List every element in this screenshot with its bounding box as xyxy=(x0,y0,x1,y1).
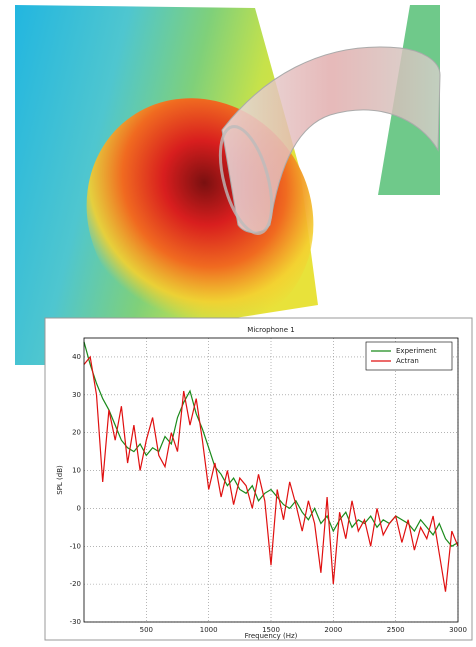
y-tick-label: 20 xyxy=(72,429,81,437)
legend-label: Experiment xyxy=(396,347,437,355)
x-tick-label: 3000 xyxy=(449,626,467,634)
legend-label: Actran xyxy=(396,357,419,365)
y-tick-label: -20 xyxy=(70,580,81,588)
x-tick-label: 1500 xyxy=(262,626,280,634)
y-tick-label: 40 xyxy=(72,353,81,361)
y-tick-label: 0 xyxy=(77,504,81,512)
simulation-render xyxy=(15,5,441,365)
y-tick-label: -30 xyxy=(70,618,81,626)
y-tick-label: 30 xyxy=(72,391,81,399)
series-line xyxy=(83,355,459,592)
x-tick-label: 2500 xyxy=(387,626,405,634)
y-tick-label: 10 xyxy=(72,467,81,475)
chart-frame xyxy=(44,317,473,641)
legend-box xyxy=(365,341,453,371)
x-axis-label: Frequency (Hz) xyxy=(245,632,298,640)
x-tick-label: 1000 xyxy=(200,626,218,634)
y-tick-label: -10 xyxy=(70,542,81,550)
y-axis-label: SPL (dB) xyxy=(56,465,64,495)
x-tick-label: 500 xyxy=(140,626,153,634)
chart-title: Microphone 1 xyxy=(247,326,294,334)
x-tick-label: 2000 xyxy=(324,626,342,634)
chart: Microphone 1 Frequency (Hz) SPL (dB) -30… xyxy=(56,326,467,640)
plot-frame xyxy=(83,337,459,623)
